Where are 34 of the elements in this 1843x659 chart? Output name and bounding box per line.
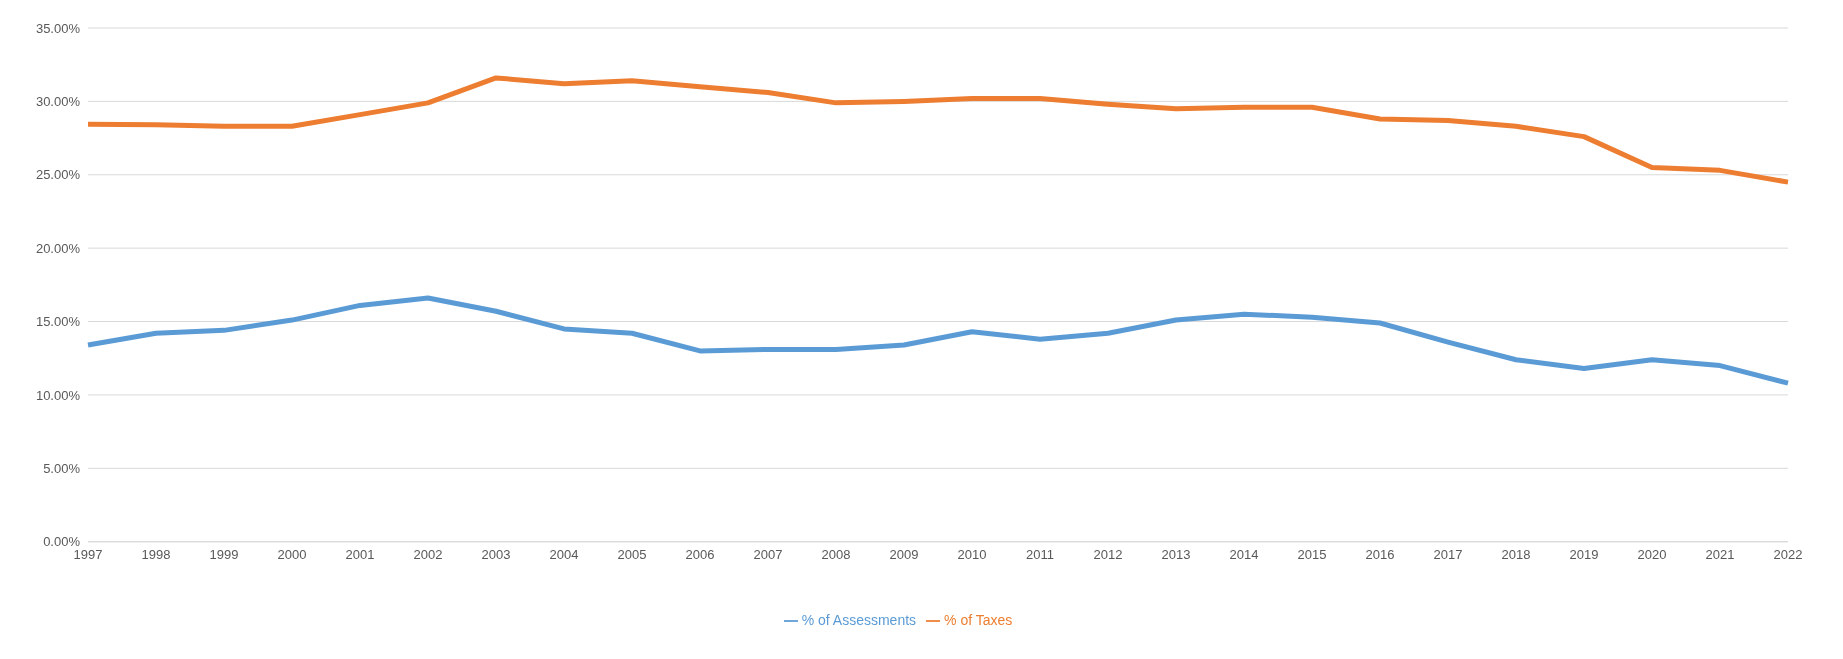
y-tick-label: 5.00% xyxy=(43,460,81,476)
x-tick-label: 2010 xyxy=(957,546,987,562)
x-tick-label: 2022 xyxy=(1773,546,1803,562)
x-tick-label: 2002 xyxy=(413,546,443,562)
x-tick-label: 2017 xyxy=(1433,546,1463,562)
x-tick-label: 2015 xyxy=(1297,546,1327,562)
x-tick-label: 2005 xyxy=(617,546,647,562)
y-tick-label: 15.00% xyxy=(35,314,81,330)
x-tick-label: 2016 xyxy=(1365,546,1395,562)
x-tick-label: 1998 xyxy=(141,546,171,562)
x-tick-label: 2006 xyxy=(685,546,715,562)
legend-label: % of Taxes xyxy=(944,611,1013,628)
x-tick-label: 2012 xyxy=(1093,546,1123,562)
x-tick-label: 2020 xyxy=(1637,546,1667,562)
x-tick-label: 2008 xyxy=(821,546,851,562)
x-tick-label: 2011 xyxy=(1026,546,1054,562)
y-tick-label: 35.00% xyxy=(35,20,81,36)
x-tick-label: 2019 xyxy=(1569,546,1599,562)
x-tick-label: 2013 xyxy=(1161,546,1191,562)
x-tick-label: 2014 xyxy=(1229,546,1259,562)
x-tick-label: 2009 xyxy=(889,546,919,562)
x-tick-label: 2018 xyxy=(1501,546,1531,562)
x-tick-label: 2007 xyxy=(753,546,783,562)
x-tick-label: 1999 xyxy=(209,546,239,562)
legend-label: % of Assessments xyxy=(801,611,917,628)
y-tick-label: 20.00% xyxy=(35,240,81,256)
x-tick-label: 2003 xyxy=(481,546,511,562)
x-tick-label: 2004 xyxy=(549,546,579,562)
y-tick-label: 25.00% xyxy=(35,167,81,183)
x-tick-label: 2000 xyxy=(277,546,307,562)
y-tick-label: 10.00% xyxy=(35,387,81,403)
x-tick-label: 2001 xyxy=(345,546,375,562)
x-tick-label: 2021 xyxy=(1705,546,1735,562)
y-tick-label: 30.00% xyxy=(35,94,81,109)
